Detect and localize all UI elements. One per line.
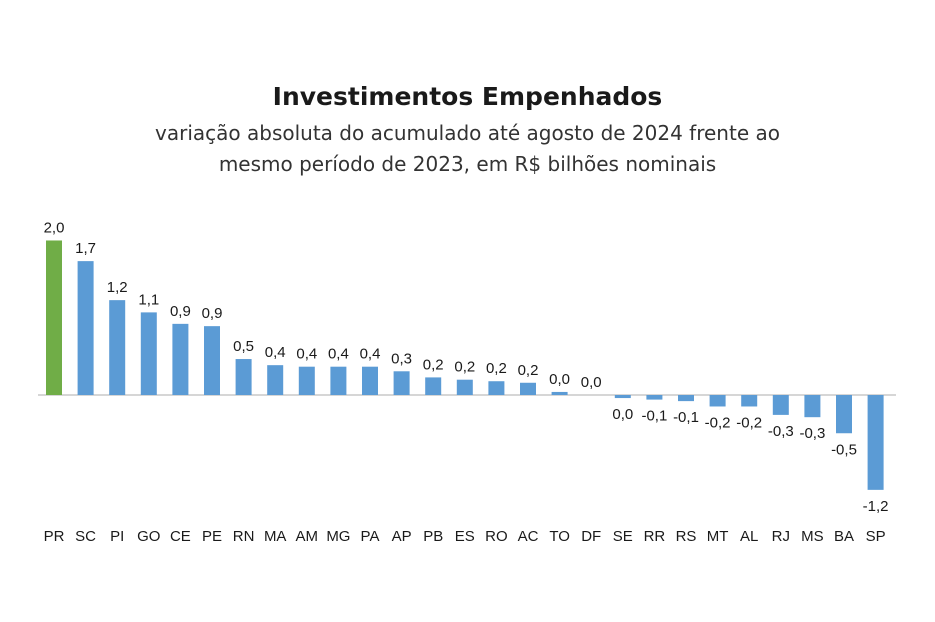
category-label-sc: SC — [75, 528, 96, 545]
bar-al — [741, 395, 758, 407]
category-label-ac: AC — [518, 528, 539, 545]
data-label-sc: 1,7 — [75, 240, 96, 257]
category-label-am: AM — [296, 528, 319, 545]
data-label-se: 0,0 — [612, 406, 633, 423]
bar-go — [140, 312, 157, 395]
data-label-ac: 0,2 — [518, 362, 539, 379]
data-label-rj: -0,3 — [768, 423, 794, 440]
data-label-es: 0,2 — [454, 359, 475, 376]
bar-rs — [678, 395, 694, 402]
category-label-rj: RJ — [772, 528, 790, 545]
category-label-ma: MA — [264, 528, 287, 545]
bar-ac — [520, 382, 536, 395]
category-label-pi: PI — [110, 528, 124, 545]
category-label-pb: PB — [423, 528, 443, 545]
category-label-al: AL — [740, 528, 758, 545]
data-label-ba: -0,5 — [831, 441, 857, 458]
data-label-ce: 0,9 — [170, 303, 191, 320]
category-label-df: DF — [581, 528, 601, 545]
category-label-ro: RO — [485, 528, 508, 545]
category-label-ap: AP — [392, 528, 412, 545]
data-label-to: 0,0 — [549, 371, 570, 388]
data-label-ro: 0,2 — [486, 360, 507, 377]
category-label-pr: PR — [44, 528, 65, 545]
bar-sc — [77, 261, 94, 395]
bar-sp — [867, 395, 884, 490]
data-label-pi: 1,2 — [107, 279, 128, 296]
data-label-pb: 0,2 — [423, 356, 444, 373]
data-label-pe: 0,9 — [202, 305, 223, 322]
data-label-sp: -1,2 — [863, 498, 889, 515]
data-label-rr: -0,1 — [641, 408, 667, 425]
category-label-ms: MS — [801, 528, 824, 545]
bar-mg — [330, 366, 347, 395]
category-label-rr: RR — [644, 528, 666, 545]
bar-ba — [836, 395, 852, 434]
bar-pb — [425, 377, 442, 395]
category-label-se: SE — [613, 528, 633, 545]
data-label-pa: 0,4 — [360, 346, 381, 363]
data-label-rn: 0,5 — [233, 338, 254, 355]
data-label-df: 0,0 — [581, 374, 602, 391]
category-label-pe: PE — [202, 528, 222, 545]
bar-ma — [267, 365, 284, 395]
bar-pi — [109, 300, 126, 395]
chart-subtitle: variação absoluta do acumulado até agost… — [0, 118, 935, 180]
bar-mt — [709, 395, 726, 407]
data-label-am: 0,4 — [296, 346, 317, 363]
bar-rn — [235, 359, 252, 395]
category-label-pa: PA — [361, 528, 380, 545]
data-label-ap: 0,3 — [391, 350, 412, 367]
data-label-pr: 2,0 — [44, 219, 65, 236]
bar-am — [298, 366, 315, 395]
category-label-ce: CE — [170, 528, 191, 545]
data-label-mg: 0,4 — [328, 346, 349, 363]
category-label-to: TO — [549, 528, 570, 545]
category-label-ba: BA — [834, 528, 854, 545]
category-label-go: GO — [137, 528, 160, 545]
bar-ce — [172, 323, 189, 395]
data-label-al: -0,2 — [736, 414, 762, 431]
data-label-rs: -0,1 — [673, 409, 699, 426]
bar-se — [614, 395, 631, 399]
data-label-ms: -0,3 — [799, 425, 825, 442]
bar-rj — [772, 395, 789, 415]
data-label-ma: 0,4 — [265, 344, 286, 361]
bar-pr — [46, 240, 62, 395]
chart-subtitle-line-1: variação absoluta do acumulado até agost… — [155, 121, 780, 145]
bar-pa — [362, 366, 378, 395]
bar-ms — [804, 395, 821, 418]
bar-rr — [646, 395, 663, 400]
chart-title: Investimentos Empenhados — [272, 82, 663, 111]
data-label-go: 1,1 — [138, 291, 159, 308]
bar-pe — [204, 326, 220, 395]
category-label-sp: SP — [866, 528, 886, 545]
category-label-es: ES — [455, 528, 475, 545]
category-label-mt: MT — [707, 528, 729, 545]
bar-es — [456, 379, 473, 395]
category-label-mg: MG — [326, 528, 350, 545]
chart-subtitle-line-2: mesmo período de 2023, em R$ bilhões nom… — [218, 152, 717, 176]
category-label-rn: RN — [233, 528, 255, 545]
bar-ap — [393, 371, 410, 395]
bar-to — [551, 391, 568, 395]
bar-ro — [488, 381, 505, 395]
category-label-rs: RS — [676, 528, 697, 545]
data-label-mt: -0,2 — [705, 414, 731, 431]
